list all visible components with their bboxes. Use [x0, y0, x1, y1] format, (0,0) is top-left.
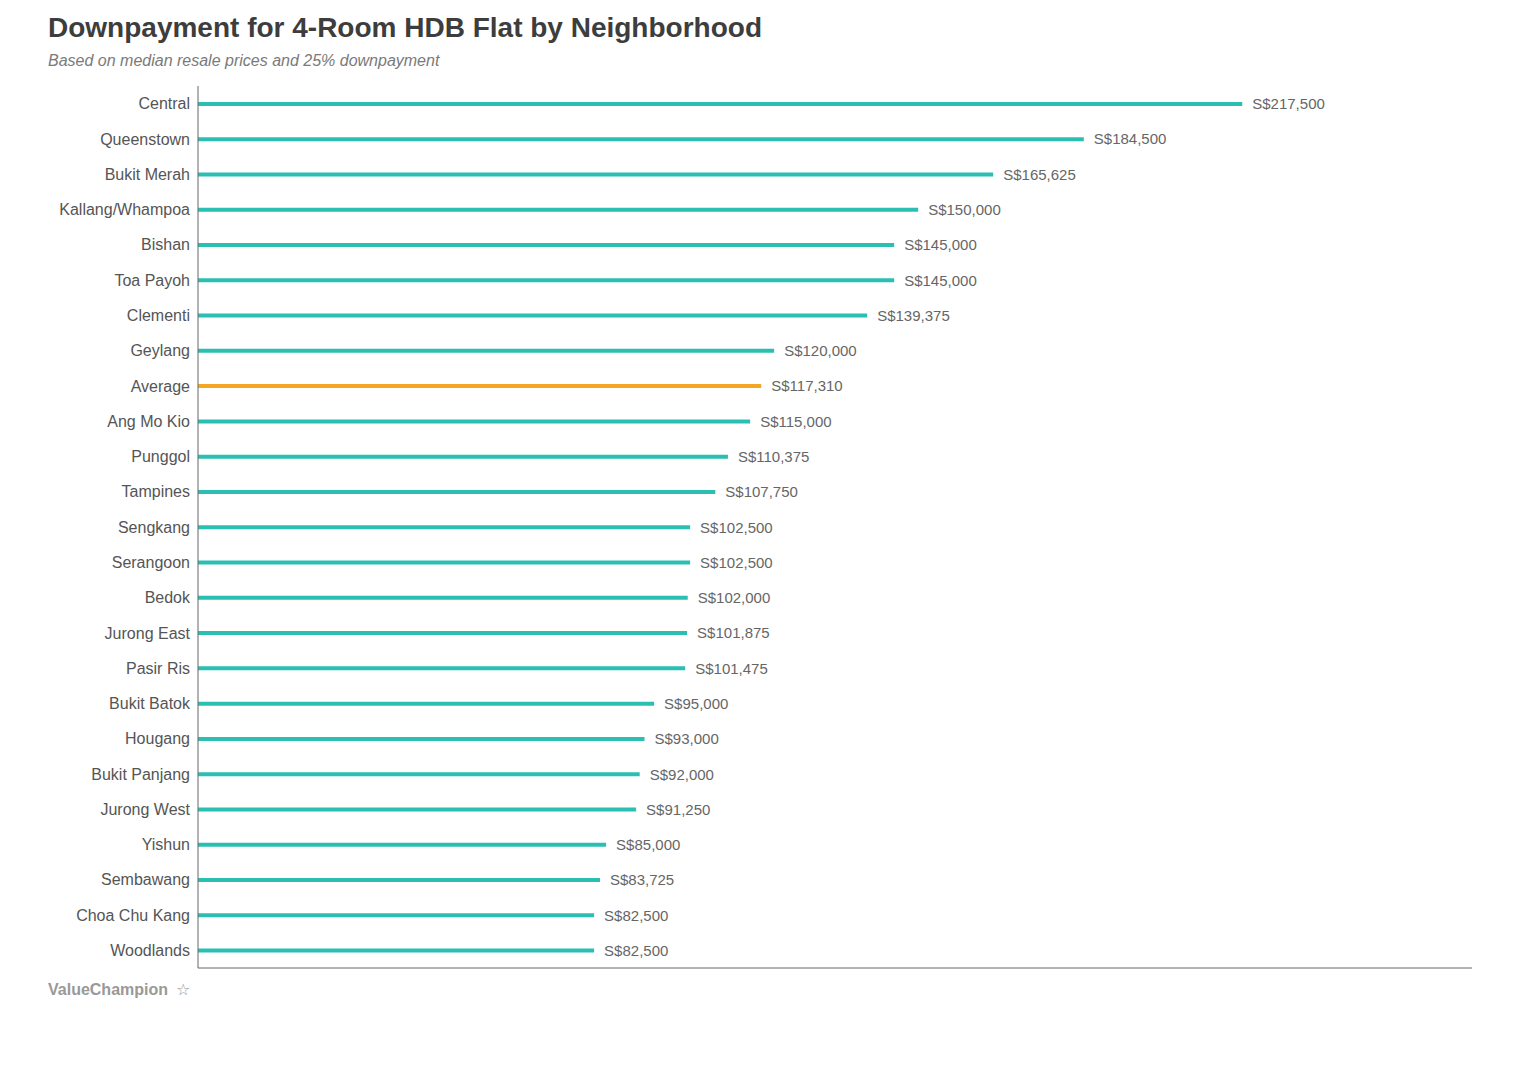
svg-text:S$117,310: S$117,310: [771, 377, 842, 394]
svg-text:Clementi: Clementi: [127, 307, 190, 324]
svg-text:Hougang: Hougang: [125, 730, 190, 747]
svg-text:S$150,000: S$150,000: [928, 201, 1001, 218]
svg-text:Bedok: Bedok: [145, 589, 191, 606]
svg-text:S$102,500: S$102,500: [700, 554, 773, 571]
svg-text:Yishun: Yishun: [142, 836, 190, 853]
svg-text:S$101,475: S$101,475: [695, 660, 768, 677]
svg-text:S$95,000: S$95,000: [664, 695, 728, 712]
svg-text:S$85,000: S$85,000: [616, 836, 680, 853]
svg-text:S$217,500: S$217,500: [1252, 95, 1325, 112]
svg-text:S$82,500: S$82,500: [604, 907, 668, 924]
svg-text:Woodlands: Woodlands: [110, 942, 190, 959]
svg-text:Average: Average: [131, 378, 190, 395]
html-text:Downpayment for 4-Room HDB Fla: Downpayment for 4-Room HDB Flat by Neigh…: [48, 12, 762, 43]
svg-text:S$145,000: S$145,000: [904, 236, 977, 253]
svg-text:Central: Central: [138, 95, 190, 112]
svg-text:S$102,000: S$102,000: [698, 589, 771, 606]
svg-text:S$83,725: S$83,725: [610, 871, 674, 888]
svg-text:S$110,375: S$110,375: [738, 448, 809, 465]
svg-text:Tampines: Tampines: [122, 483, 190, 500]
html-text:Based on median resale prices: Based on median resale prices and 25% do…: [48, 52, 440, 69]
svg-text:Choa Chu Kang: Choa Chu Kang: [76, 907, 190, 924]
svg-text:Queenstown: Queenstown: [100, 131, 190, 148]
svg-text:Punggol: Punggol: [131, 448, 190, 465]
html-text:ValueChampion: ValueChampion: [48, 981, 168, 998]
svg-text:S$93,000: S$93,000: [655, 730, 719, 747]
svg-text:S$165,625: S$165,625: [1003, 166, 1076, 183]
svg-text:S$102,500: S$102,500: [700, 519, 773, 536]
svg-text:Bukit Panjang: Bukit Panjang: [91, 766, 190, 783]
svg-text:S$184,500: S$184,500: [1094, 130, 1167, 147]
svg-text:S$120,000: S$120,000: [784, 342, 857, 359]
svg-text:S$92,000: S$92,000: [650, 766, 714, 783]
svg-text:Toa Payoh: Toa Payoh: [114, 272, 190, 289]
svg-text:Sengkang: Sengkang: [118, 519, 190, 536]
svg-text:Serangoon: Serangoon: [112, 554, 190, 571]
svg-text:Ang Mo Kio: Ang Mo Kio: [107, 413, 190, 430]
svg-text:Sembawang: Sembawang: [101, 871, 190, 888]
svg-text:S$82,500: S$82,500: [604, 942, 668, 959]
svg-text:Bishan: Bishan: [141, 236, 190, 253]
svg-text:Bukit Merah: Bukit Merah: [105, 166, 190, 183]
svg-text:S$145,000: S$145,000: [904, 272, 977, 289]
svg-text:Pasir Ris: Pasir Ris: [126, 660, 190, 677]
svg-text:Jurong West: Jurong West: [100, 801, 190, 818]
svg-text:S$107,750: S$107,750: [725, 483, 798, 500]
svg-text:S$91,250: S$91,250: [646, 801, 710, 818]
svg-text:Kallang/Whampoa: Kallang/Whampoa: [59, 201, 190, 218]
svg-text:S$139,375: S$139,375: [877, 307, 950, 324]
svg-text:Jurong East: Jurong East: [105, 625, 191, 642]
svg-text:Bukit Batok: Bukit Batok: [109, 695, 191, 712]
svg-text:Geylang: Geylang: [130, 342, 190, 359]
svg-text:S$101,875: S$101,875: [697, 624, 770, 641]
svg-text:S$115,000: S$115,000: [760, 413, 831, 430]
